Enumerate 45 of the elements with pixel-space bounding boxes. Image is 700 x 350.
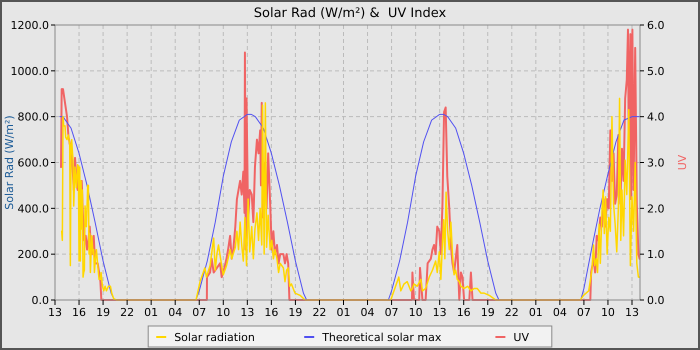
y-tick-label: 200.0 bbox=[18, 248, 49, 262]
x-tick-label: 10 bbox=[216, 306, 230, 319]
y2-tick-label: 4.0 bbox=[647, 110, 664, 124]
y-tick-label: 1000.0 bbox=[10, 64, 49, 78]
y2-tick-label: 1.0 bbox=[647, 248, 664, 262]
x-tick-label: 10 bbox=[600, 306, 615, 319]
chart-title: Solar Rad (W/m²) & UV Index bbox=[254, 6, 447, 21]
x-tick-label: 07 bbox=[192, 306, 206, 319]
x-tick-label: 01 bbox=[336, 306, 350, 319]
x-tick-label: 04 bbox=[360, 306, 375, 319]
x-tick-label: 19 bbox=[480, 306, 495, 319]
x-tick-label: 19 bbox=[288, 306, 302, 319]
x-tick-label: 10 bbox=[408, 306, 423, 319]
x-tick-label: 04 bbox=[168, 306, 182, 319]
y-tick-label: 600.0 bbox=[18, 156, 49, 170]
legend-label: Solar radiation bbox=[174, 331, 255, 344]
x-tick-label: 22 bbox=[120, 306, 134, 319]
x-tick-label: 04 bbox=[552, 306, 567, 319]
y-tick-label: 400.0 bbox=[18, 202, 49, 216]
x-tick-label: 19 bbox=[96, 306, 110, 319]
x-tick-label: 13 bbox=[240, 306, 254, 319]
x-tick-label: 01 bbox=[144, 306, 158, 319]
y-tick-label: 800.0 bbox=[18, 110, 49, 124]
x-tick-label: 13 bbox=[48, 306, 62, 319]
legend-label: Theoretical solar max bbox=[321, 331, 442, 344]
y2-tick-label: 6.0 bbox=[647, 19, 664, 32]
y-tick-label: 0.0 bbox=[32, 294, 49, 307]
y-axis-title: Solar Rad (W/m²) bbox=[3, 115, 16, 210]
x-tick-label: 22 bbox=[504, 306, 519, 319]
x-tick-label: 01 bbox=[528, 306, 543, 319]
y2-tick-label: 3.0 bbox=[647, 156, 664, 170]
x-tick-label: 22 bbox=[312, 306, 326, 319]
y-tick-label: 1200.0 bbox=[10, 19, 49, 32]
x-tick-label: 16 bbox=[264, 306, 278, 319]
legend-label: UV bbox=[513, 331, 530, 344]
x-tick-label: 13 bbox=[624, 306, 639, 319]
x-tick-label: 07 bbox=[384, 306, 399, 319]
x-tick-label: 16 bbox=[456, 306, 471, 319]
y2-tick-label: 5.0 bbox=[647, 64, 664, 78]
y2-tick-label: 0.0 bbox=[647, 294, 664, 307]
y2-tick-label: 2.0 bbox=[647, 202, 664, 216]
x-tick-label: 16 bbox=[72, 306, 86, 319]
x-tick-label: 07 bbox=[576, 306, 591, 319]
x-tick-label: 13 bbox=[432, 306, 447, 319]
y2-axis-title: UV bbox=[676, 154, 689, 170]
